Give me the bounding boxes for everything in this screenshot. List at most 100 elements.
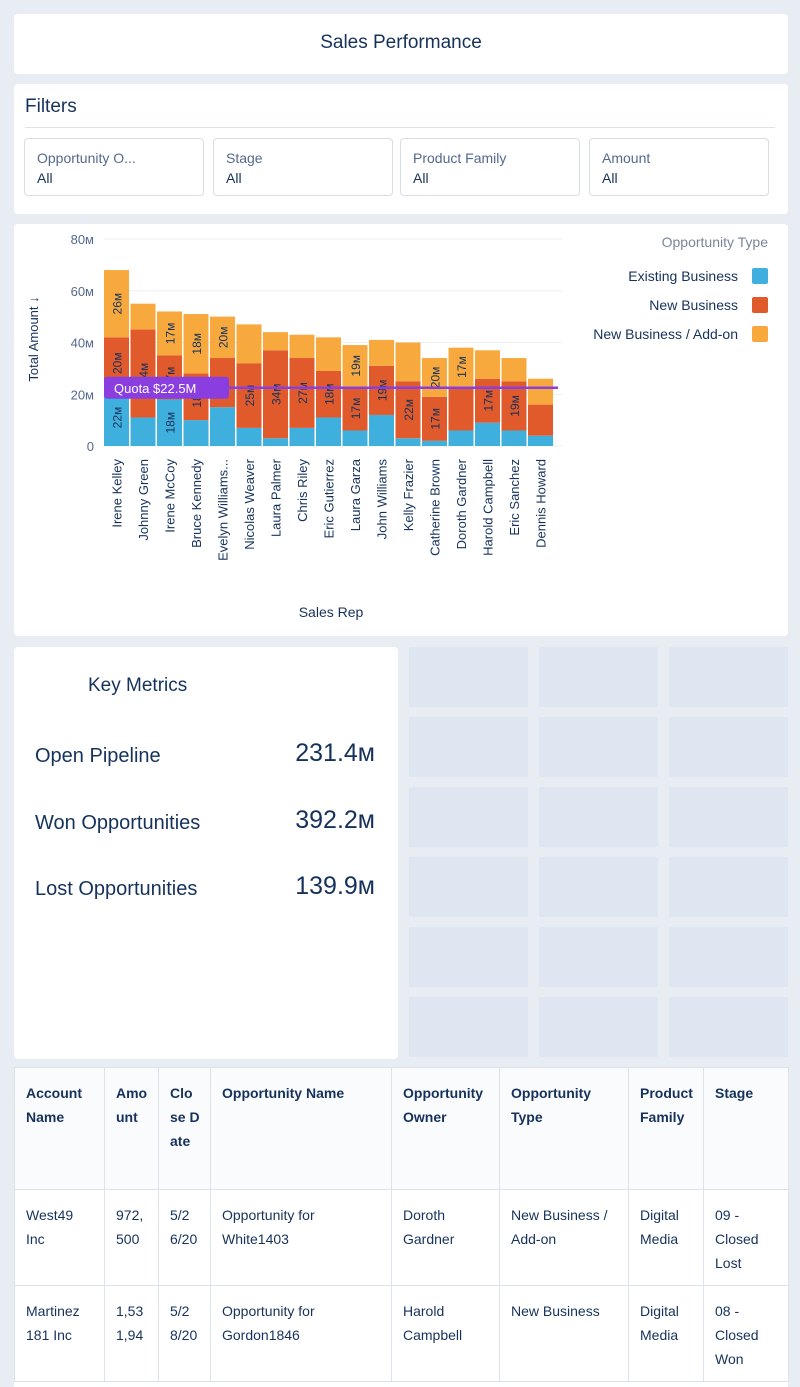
metric-open-pipeline: Open Pipeline 231.4м: [35, 735, 375, 771]
bar-segment: [448, 386, 474, 431]
quota-badge: [104, 376, 229, 399]
legend-swatch: [752, 297, 768, 313]
column-header[interactable]: Opportunity Type: [499, 1067, 629, 1190]
filter-value: All: [226, 170, 242, 186]
legend-swatch: [752, 326, 768, 342]
column-header[interactable]: Close Date: [158, 1067, 211, 1190]
data-label: 17м: [429, 408, 443, 430]
filter-label: Stage: [226, 150, 263, 166]
metric-value: 231.4м: [295, 739, 375, 767]
bar-segment: [236, 427, 262, 446]
x-tick-label: Dennis Howard: [534, 459, 549, 548]
x-tick-label: Chris Riley: [295, 459, 310, 522]
column-header[interactable]: Product Family: [628, 1067, 704, 1190]
quota-label: Quota $22.5M: [114, 381, 196, 396]
data-label: 26м: [111, 293, 125, 315]
filter-label: Product Family: [413, 150, 507, 166]
table-cell: Martinez 181 Inc: [14, 1285, 105, 1382]
bar-segment: [422, 358, 447, 397]
column-header[interactable]: Amount: [104, 1067, 159, 1190]
bar-segment: [236, 324, 262, 364]
x-tick-label: Johnny Green: [136, 459, 151, 541]
table-cell: 972,500: [104, 1189, 159, 1286]
x-tick-label: Evelyn Williams...: [216, 459, 231, 561]
bar-segment: [157, 399, 182, 446]
bar-segment: [448, 430, 474, 446]
x-tick-label: Bruce Kennedy: [189, 459, 204, 548]
y-tick-label: 0: [87, 439, 94, 454]
filter-value: All: [37, 170, 53, 186]
data-label: 17м: [164, 323, 178, 345]
table-cell: 1,531,94: [104, 1285, 159, 1382]
filter-opportunity-owner[interactable]: Opportunity O... All: [24, 138, 204, 196]
placeholder-tile: [669, 717, 788, 777]
bar-segment: [263, 438, 288, 446]
table-row[interactable]: Martinez 181 Inc 1,531,94 5/28/20 Opport…: [14, 1285, 789, 1382]
column-header[interactable]: Account Name: [14, 1067, 105, 1190]
y-tick-label: 20м: [71, 387, 94, 402]
table-cell: 09 - Closed Lost: [703, 1189, 789, 1286]
placeholder-tile: [539, 997, 658, 1057]
x-tick-label: Doroth Gardner: [454, 458, 469, 549]
filter-value: All: [602, 170, 618, 186]
bar-segment: [210, 407, 235, 446]
data-label: 17м: [455, 356, 469, 378]
bar-segment: [422, 440, 447, 446]
y-tick-label: 80м: [71, 232, 94, 247]
table-cell: Opportunity for Gordon1846: [210, 1285, 392, 1382]
bar-segment: [130, 417, 156, 446]
page-title: Sales Performance: [320, 32, 482, 53]
placeholder-tile: [539, 927, 658, 987]
bar-segment: [130, 303, 156, 330]
bar-segment: [501, 381, 527, 431]
filter-product-family[interactable]: Product Family All: [400, 138, 580, 196]
table-row[interactable]: West49 Inc 972,500 5/26/20 Opportunity f…: [14, 1189, 789, 1286]
data-label: 18м: [190, 333, 204, 355]
placeholder-tile: [409, 927, 528, 987]
x-tick-label: Harold Campbell: [481, 459, 496, 556]
bar-segment: [369, 414, 394, 446]
bar-segment: [263, 350, 288, 439]
table-cell: West49 Inc: [14, 1189, 105, 1286]
metric-value: 139.9м: [295, 872, 375, 900]
metric-lost-opportunities: Lost Opportunities 139.9м: [35, 868, 375, 904]
data-label: 17м: [349, 398, 363, 420]
data-label: 19м: [376, 380, 390, 402]
data-label: 19м: [349, 355, 363, 377]
filter-amount[interactable]: Amount All: [589, 138, 769, 196]
filter-label: Opportunity O...: [37, 150, 136, 166]
table-cell: Doroth Gardner: [391, 1189, 500, 1286]
placeholder-tile: [669, 997, 788, 1057]
filters-heading: Filters: [25, 96, 77, 117]
filter-value: All: [413, 170, 429, 186]
data-label: 27м: [296, 382, 310, 404]
column-header[interactable]: Opportunity Name: [210, 1067, 392, 1190]
bar-segment: [369, 339, 394, 366]
y-tick-label: 60м: [71, 284, 94, 299]
bar-segment: [395, 342, 421, 382]
data-label: 25м: [243, 385, 257, 407]
table-cell: Digital Media: [628, 1189, 704, 1286]
bar-segment: [316, 337, 341, 371]
metric-label: Lost Opportunities: [35, 878, 198, 900]
bar-segment: [316, 370, 341, 418]
data-label: 22м: [111, 407, 125, 429]
bar-segment: [316, 417, 341, 446]
sales-rep-chart: 0 20м 40м 60м 80м Total Amount ↓ 22м 20м 26м Iren…: [14, 224, 788, 636]
legend-entry: New Business / Add-on: [593, 326, 738, 342]
bar-segment: [183, 314, 209, 374]
x-tick-label: Irene McCoy: [163, 459, 178, 533]
table-cell: Harold Campbell: [391, 1285, 500, 1382]
bar-segment: [289, 334, 315, 359]
placeholder-tile: [669, 927, 788, 987]
x-tick-label: Catherine Brown: [428, 459, 443, 556]
bar-segment: [475, 422, 500, 446]
filter-stage[interactable]: Stage All: [213, 138, 393, 196]
bar-segment: [528, 404, 553, 436]
column-header[interactable]: Stage: [703, 1067, 789, 1190]
x-tick-label: Nicolas Weaver: [242, 458, 257, 549]
dashboard-header: Sales Performance: [14, 14, 788, 74]
filters-panel: Filters Opportunity O... All Stage All P…: [14, 84, 788, 214]
column-header[interactable]: Opportunity Owner: [391, 1067, 500, 1190]
x-tick-label: John Williams: [375, 459, 390, 540]
